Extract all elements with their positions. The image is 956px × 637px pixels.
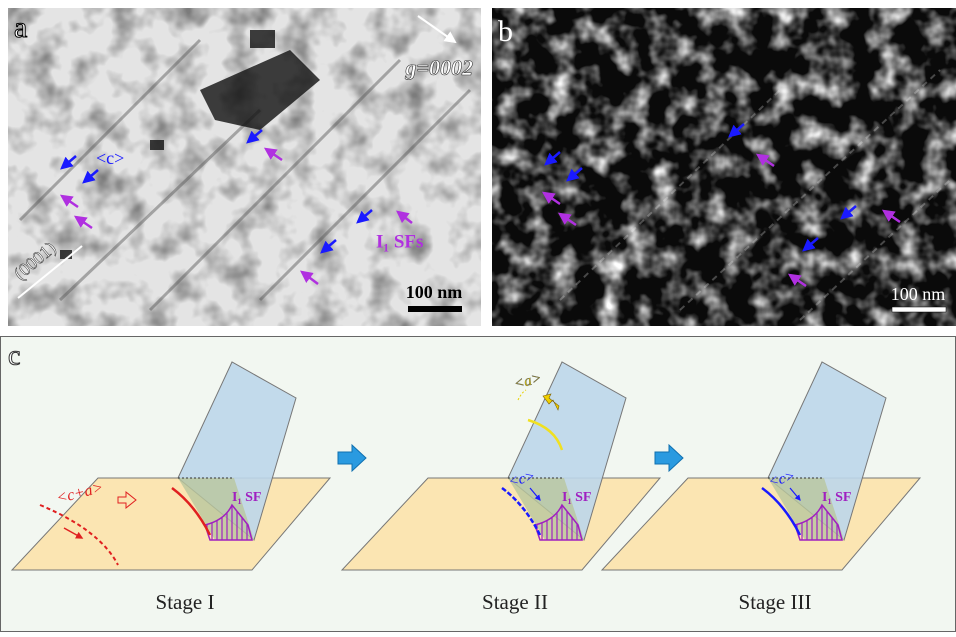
- fault-streaks: [18, 38, 472, 312]
- emit-path: [517, 389, 527, 401]
- dislocation-line: [171, 486, 212, 536]
- g-vector: g=0002: [404, 55, 473, 80]
- dislocation-label: <c>: [767, 468, 797, 490]
- emitted-loop: [527, 418, 564, 451]
- fault-hatch: [534, 503, 583, 541]
- plane-trace: [17, 245, 83, 299]
- dark-contrast: [60, 30, 320, 259]
- scale-bar-label: 100 nm: [406, 282, 463, 302]
- dislocation-line: [501, 486, 542, 536]
- dislocation-arrow: [789, 487, 801, 501]
- dislocation-arrow: [529, 487, 541, 501]
- arrows-a: [59, 129, 413, 285]
- image-texture: [8, 8, 481, 326]
- panel-label: c: [8, 340, 20, 371]
- fault-hatch: [204, 503, 253, 541]
- micrograph-b: b 100 nm: [492, 8, 956, 326]
- stage: I₁ SF <c> Stage III: [600, 361, 922, 614]
- fault-label: I₁ SF: [232, 490, 261, 505]
- stage: I₁ SF<c+a>Stage I: [10, 361, 332, 614]
- emitted-label: <a>: [512, 370, 543, 392]
- micrograph-a: a g=0002 <c> I₁ SFs (0001) 100 nm: [8, 8, 481, 326]
- dislocation-label: <c>: [96, 148, 124, 168]
- glide-arrow: [63, 527, 84, 539]
- fault-hatch: [794, 503, 843, 541]
- fault-label: I₁ SF: [822, 490, 851, 505]
- scale-bar: [891, 306, 947, 313]
- glide-arc: [39, 504, 119, 566]
- step-arrow: [654, 443, 684, 473]
- step-arrow: [337, 443, 367, 473]
- image-texture: [492, 8, 956, 326]
- g-arrow: [417, 15, 457, 44]
- panel-label: a: [14, 11, 27, 44]
- scale-bar-label: 100 nm: [891, 284, 946, 304]
- stage-label: Stage III: [739, 590, 812, 614]
- stage-label: Stage I: [156, 590, 215, 614]
- motion-arrow: [117, 490, 137, 510]
- stage: I₁ SF <c> <a> Stage II: [340, 361, 662, 614]
- stage-label: Stage II: [482, 590, 548, 614]
- emitted-arrow: [542, 393, 560, 411]
- scale-bar: [408, 306, 462, 312]
- dislocation-line: [761, 486, 802, 536]
- fault-label: I₁ SFs: [376, 231, 423, 252]
- fault-label: I₁ SF: [562, 490, 591, 505]
- arrows-b: [541, 123, 901, 288]
- panel-label: b: [498, 15, 513, 48]
- dislocation-label: <c>: [507, 468, 537, 490]
